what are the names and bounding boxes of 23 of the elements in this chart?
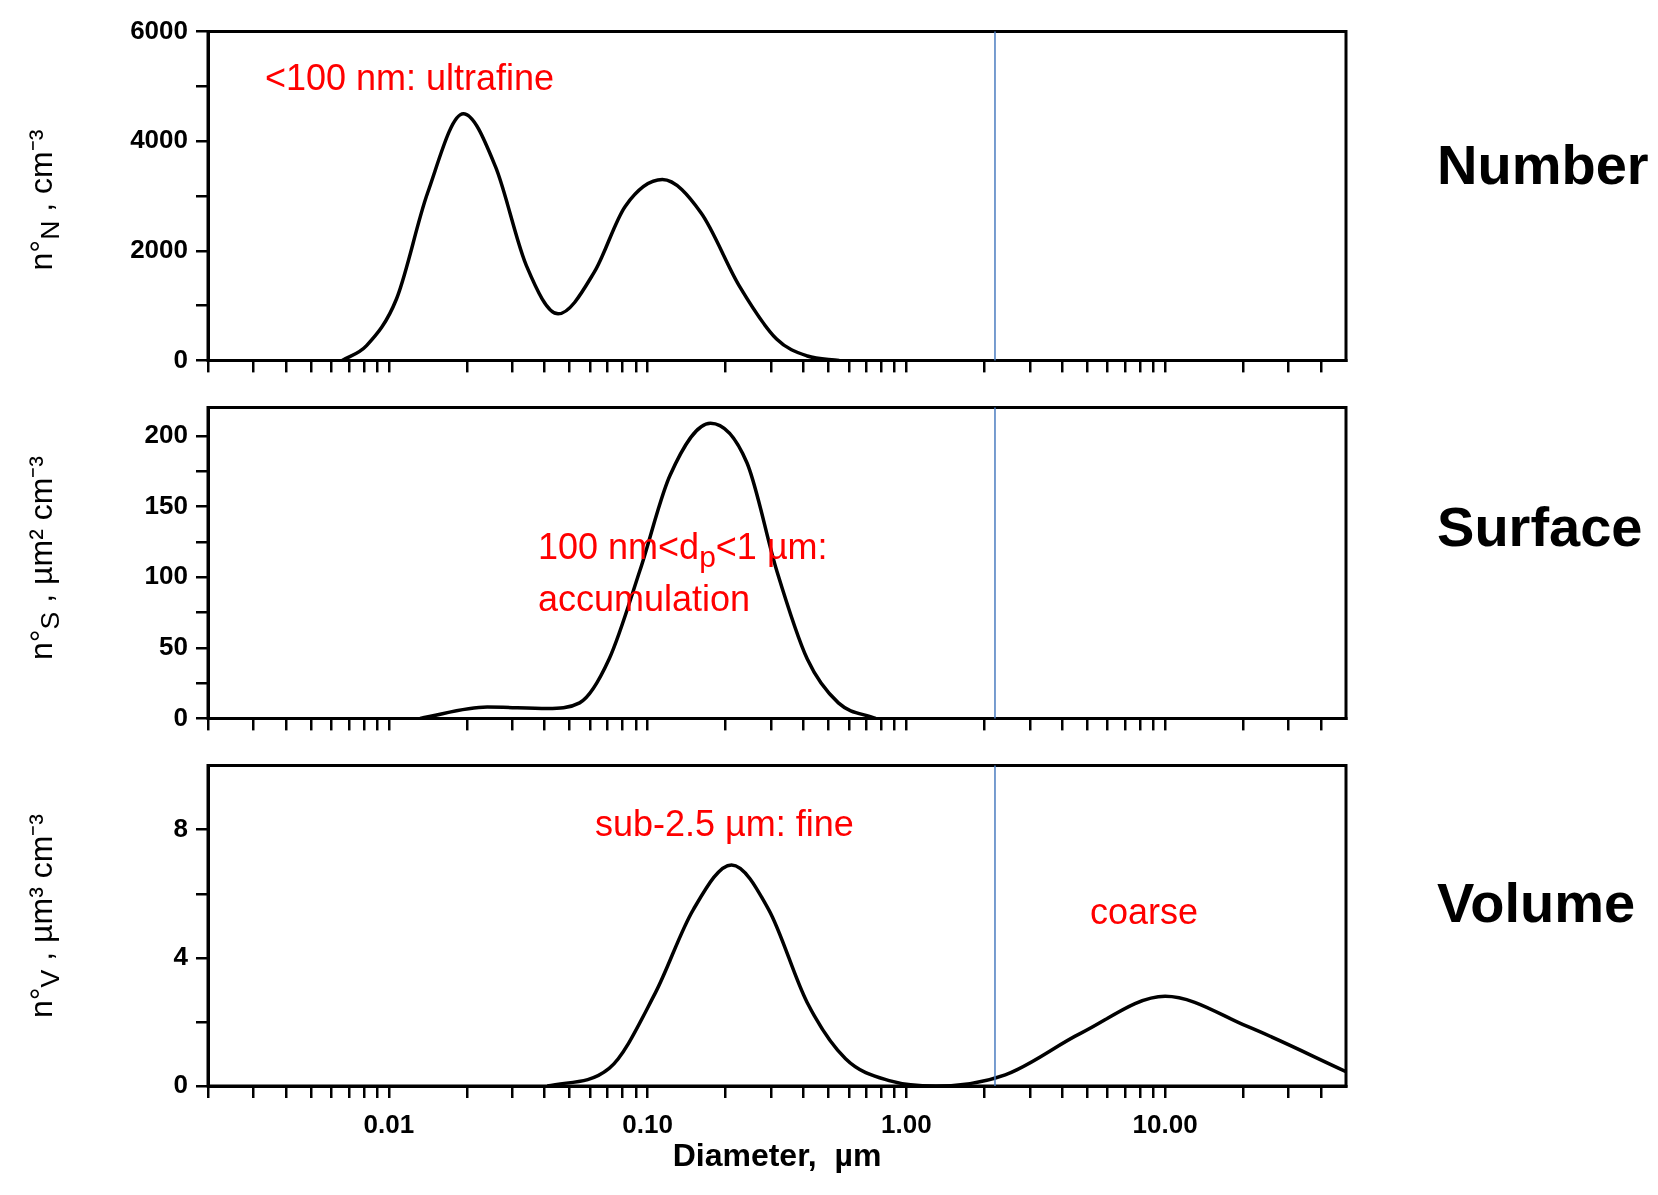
y-tick-label: 2000 (130, 233, 188, 264)
text: Volume (1437, 870, 1636, 937)
annotation: coarse (1089, 889, 1198, 934)
y-tick-label: 200 (144, 419, 188, 450)
x-axis-title: Diameter, µm (672, 1136, 882, 1173)
y-tick-label: 0 (173, 343, 188, 374)
x-tick-label: 0.01 (363, 1108, 415, 1139)
text: Surface (1437, 493, 1643, 560)
text: Number (1437, 132, 1649, 199)
y-tick-label: 4 (173, 941, 189, 972)
y-tick-label: 100 (144, 560, 188, 591)
x-tick-label: 10.00 (1132, 1108, 1198, 1139)
annotation: sub-2.5 µm: fine (594, 801, 854, 846)
y-tick-label: 50 (159, 630, 188, 661)
x-tick-label: 0.10 (622, 1108, 673, 1139)
annotation: <100 nm: ultrafine (264, 55, 555, 100)
y-tick-label: 6000 (130, 14, 188, 45)
y-tick-label: 0 (173, 1069, 188, 1100)
y-tick-label: 150 (144, 489, 188, 520)
y-tick-label: 0 (173, 701, 188, 732)
x-tick-label: 1.00 (881, 1108, 932, 1139)
y-tick-label: 4000 (130, 124, 188, 155)
y-tick-label: 8 (173, 812, 188, 843)
